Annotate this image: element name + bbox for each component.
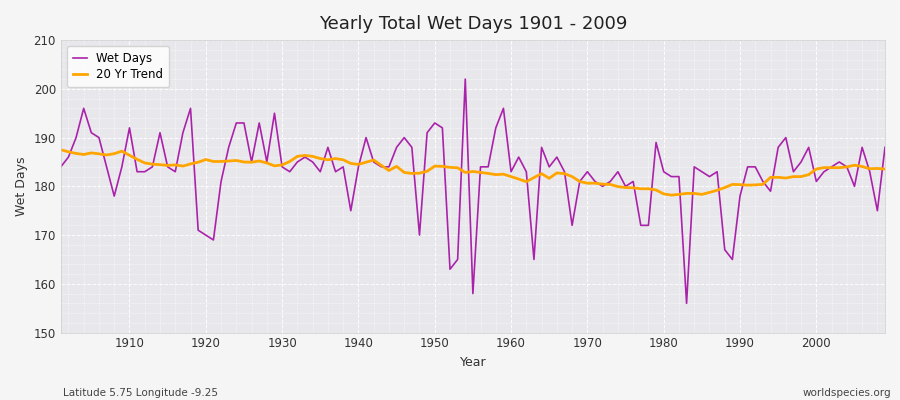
Wet Days	[116, 164, 127, 169]
20 Yr Trend	[56, 147, 67, 152]
Wet Days	[506, 169, 517, 174]
20 Yr Trend	[284, 159, 295, 164]
20 Yr Trend	[330, 156, 341, 161]
20 Yr Trend	[498, 172, 508, 176]
Wet Days	[56, 164, 67, 169]
20 Yr Trend	[666, 193, 677, 198]
20 Yr Trend	[116, 149, 127, 154]
Wet Days	[284, 169, 295, 174]
Wet Days	[513, 155, 524, 160]
20 Yr Trend	[506, 174, 517, 179]
Wet Days	[330, 169, 341, 174]
Wet Days	[460, 77, 471, 82]
Wet Days	[681, 301, 692, 306]
Legend: Wet Days, 20 Yr Trend: Wet Days, 20 Yr Trend	[67, 46, 169, 87]
Text: Latitude 5.75 Longitude -9.25: Latitude 5.75 Longitude -9.25	[63, 388, 218, 398]
Line: Wet Days: Wet Days	[61, 79, 885, 303]
Wet Days	[605, 179, 616, 184]
Line: 20 Yr Trend: 20 Yr Trend	[61, 150, 885, 195]
20 Yr Trend	[879, 167, 890, 172]
Wet Days	[879, 145, 890, 150]
Title: Yearly Total Wet Days 1901 - 2009: Yearly Total Wet Days 1901 - 2009	[319, 15, 627, 33]
Y-axis label: Wet Days: Wet Days	[15, 156, 28, 216]
X-axis label: Year: Year	[460, 356, 486, 369]
20 Yr Trend	[598, 182, 608, 186]
Text: worldspecies.org: worldspecies.org	[803, 388, 891, 398]
